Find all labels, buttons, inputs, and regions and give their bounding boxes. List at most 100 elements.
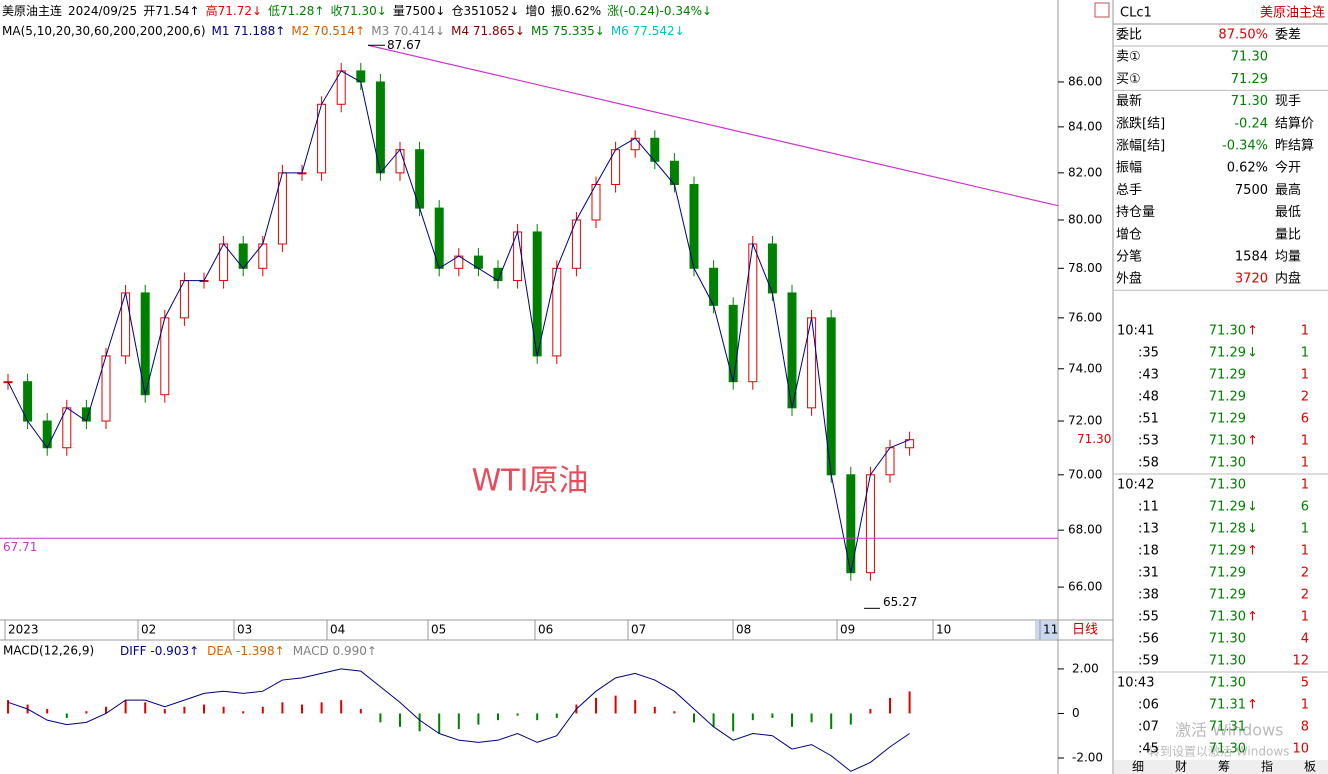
quote-value: 1584 (1235, 250, 1268, 265)
trade-time: :53 (1138, 434, 1159, 449)
month-label: 05 (431, 623, 446, 637)
quote-label2: 昨结算 (1275, 139, 1314, 154)
quote-label2: 均量 (1275, 250, 1301, 265)
trade-price: 71.30 (1209, 478, 1246, 493)
macd-bar (516, 713, 519, 716)
trade-arrow: ↓ (1247, 346, 1258, 361)
trade-volume: 1 (1301, 368, 1309, 383)
quote-value: 71.30 (1231, 94, 1268, 109)
y-tick-label: 72.00 (1068, 414, 1102, 428)
trade-price: 71.30 (1209, 742, 1246, 757)
panel-tab[interactable]: 筹 (1218, 760, 1230, 774)
trade-volume: 2 (1301, 390, 1309, 405)
panel-tab[interactable]: 财 (1175, 760, 1187, 774)
y-tick-label: 70.00 (1068, 467, 1102, 481)
quote-value: -0.34% (1222, 139, 1268, 154)
trade-arrow: ↑ (1247, 698, 1258, 713)
month-label: 07 (631, 623, 646, 637)
macd-bar (124, 700, 127, 714)
trade-price: 71.29 (1209, 346, 1246, 361)
macd-title: MACD(12,26,9) (3, 644, 94, 658)
trade-price: 71.29 (1209, 588, 1246, 603)
trade-price: 71.31 (1209, 698, 1246, 713)
trade-time: 10:41 (1117, 324, 1154, 339)
quote-label: 涨幅[结] (1116, 139, 1165, 154)
macd-legend-item: MACD 0.990↑ (293, 644, 377, 658)
trade-volume: 5 (1301, 676, 1309, 691)
macd-bar (46, 709, 49, 714)
quote-label: 总手 (1116, 183, 1142, 198)
macd-bar (301, 704, 303, 714)
macd-bar (203, 704, 205, 714)
macd-bar (712, 713, 715, 727)
header-line: MA(5,10,20,30,60,200,200,200,6) M1 71.188… (2, 24, 685, 38)
trade-price: 71.28 (1209, 522, 1246, 537)
header-item: MA(5,10,20,30,60,200,200,200,6) (2, 24, 206, 38)
panel-tab[interactable]: 指 (1261, 759, 1273, 774)
trade-time: :18 (1138, 544, 1159, 559)
trade-volume: 2 (1301, 566, 1309, 581)
macd-bar (399, 713, 401, 727)
quote-value: 71.30 (1231, 50, 1268, 65)
panel-tab[interactable]: 板 (1304, 760, 1316, 774)
trade-volume: 1 (1301, 478, 1309, 493)
month-label: 09 (840, 623, 855, 637)
macd-tick-label: 0 (1072, 706, 1080, 720)
panel-tab[interactable]: 细 (1132, 760, 1144, 774)
y-tick-label: 68.00 (1068, 523, 1102, 537)
macd-bar (791, 713, 793, 727)
macd-bar (595, 697, 597, 714)
macd-bar (320, 702, 323, 714)
month-label: 10 (936, 623, 951, 637)
macd-bar (477, 713, 480, 725)
low-label: 65.27 (883, 595, 917, 609)
panel-code: CLc1 (1120, 6, 1152, 21)
header-item: M3 70.414↓ (371, 24, 445, 38)
macd-bar (418, 713, 421, 732)
quote-label2: 内盘 (1275, 271, 1301, 287)
trade-price: 71.30 (1209, 456, 1246, 471)
macd-bar (144, 702, 147, 714)
trade-volume: 1 (1301, 522, 1309, 537)
header-item: M4 71.865↓ (451, 24, 525, 38)
macd-bar (810, 713, 813, 723)
trade-price: 71.30 (1209, 610, 1246, 625)
macd-bar (457, 713, 460, 730)
macd-bar (163, 709, 166, 714)
quote-label: 买① (1116, 72, 1141, 87)
month-label: 02 (141, 623, 156, 637)
macd-tick-label: 2.00 (1072, 661, 1099, 675)
macd-bar (7, 700, 9, 714)
macd-bar (889, 697, 891, 714)
header-item: M1 71.188↑ (212, 24, 286, 38)
trade-time: :56 (1138, 632, 1159, 647)
macd-bar (653, 706, 656, 714)
trade-volume: 1 (1301, 456, 1309, 471)
trade-volume: 1 (1301, 610, 1309, 625)
header-item: 增0 (525, 4, 545, 18)
trade-price: 71.29 (1209, 544, 1246, 559)
header-item: M2 70.514↑ (291, 24, 365, 38)
high-label: 87.67 (387, 38, 421, 52)
os-watermark: 转到设置以激活 Windows (1148, 744, 1289, 759)
header-item: 振0.62% (551, 4, 601, 18)
macd-bar (869, 709, 872, 714)
period-label[interactable]: 日线 (1072, 623, 1098, 638)
month-label: 06 (538, 623, 553, 637)
quote-label: 增仓 (1116, 227, 1142, 242)
y-tick-label: 86.00 (1068, 74, 1102, 88)
trade-volume: 12 (1292, 654, 1309, 669)
quote-label: 持仓量 (1116, 205, 1155, 220)
macd-tick-label: -2.00 (1072, 750, 1103, 764)
macd-bar (771, 713, 774, 718)
quote-label2: 最高 (1275, 182, 1301, 198)
trade-price: 71.29 (1209, 390, 1246, 405)
trade-arrow: ↑ (1247, 544, 1258, 559)
window-button[interactable] (1094, 2, 1110, 18)
macd-bar (340, 700, 343, 714)
trade-time: :43 (1138, 368, 1159, 383)
trade-price: 71.30 (1209, 676, 1246, 691)
trade-volume: 6 (1301, 412, 1309, 427)
trade-price: 71.29 (1209, 368, 1246, 383)
y-tick-label: 76.00 (1068, 310, 1102, 324)
